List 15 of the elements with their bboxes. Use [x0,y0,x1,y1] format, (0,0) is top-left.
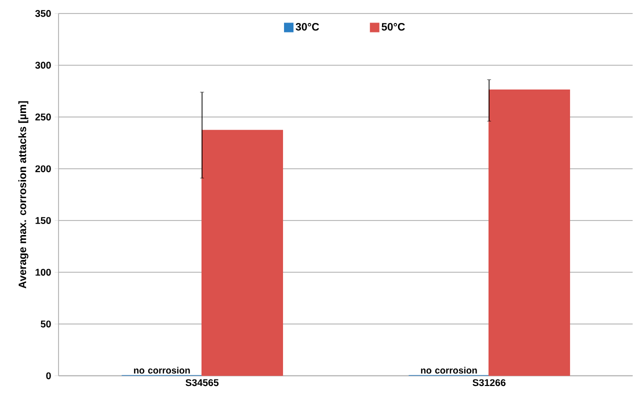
x-tick-label: S31266 [472,379,506,386]
y-tick-label: 350 [35,10,51,17]
y-tick-label: 150 [36,217,51,224]
y-tick-label: 100 [36,268,51,276]
y-tick-label: 200 [35,165,51,172]
y-tick-label: 0 [46,372,51,380]
legend-label: 30°C [296,23,320,31]
y-tick-label: 50 [40,320,51,328]
y-axis-title: Average max. corrosion attacks [µm] [18,101,28,288]
x-tick-label: S34565 [186,379,219,386]
annotation: no corrosion [134,366,190,374]
y-tick-label: 300 [35,62,51,69]
annotation: no corrosion [421,366,477,374]
y-tick-label: 250 [35,114,51,120]
legend-label: 50°C [382,23,405,31]
